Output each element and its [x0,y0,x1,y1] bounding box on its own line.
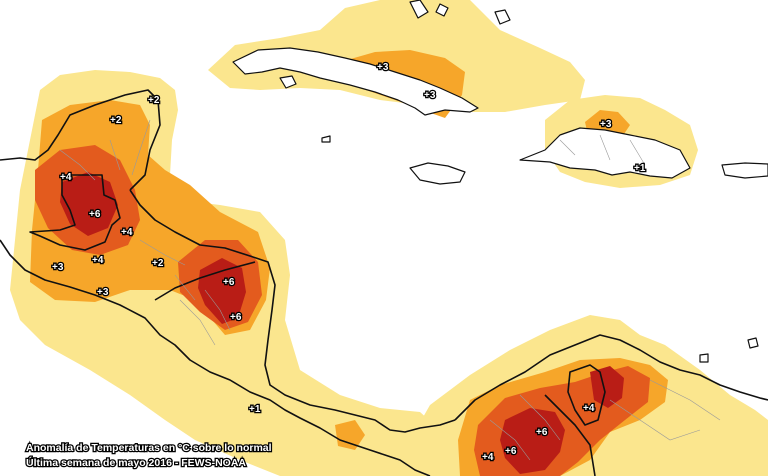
bahamas-islands [409,0,511,25]
admin-boundaries [59,119,721,461]
guatemala-border [29,174,121,251]
label-belize-north: +2 [148,95,160,106]
central-america-pacific-coast [0,239,431,476]
colombia-venezuela-border [544,394,596,476]
zone-plus2-costa-rica [335,420,365,450]
lesser-antilles [699,337,759,363]
label-colombia-west: +4 [482,452,494,463]
label-yucatan: +2 [110,115,122,126]
label-colombia-center: +6 [505,446,517,457]
honduras-nicaragua-border [154,261,256,301]
label-tabasco: +4 [60,172,72,183]
label-costa-rica: +1 [249,404,261,415]
label-honduras-east: +6 [223,277,235,288]
label-guatemala-peten: +6 [89,209,101,220]
map-caption: Anomalía de Temperaturas en °C sobre lo … [25,441,273,471]
label-honduras-west: +2 [152,258,164,269]
mexico-yucatan-coast [0,89,161,191]
cayman-islands [321,135,331,143]
zone-plus6-venezuela [590,366,624,408]
label-hispaniola-south: +1 [634,163,646,174]
coastlines [0,89,768,476]
jamaica-island [409,162,466,185]
label-el-salvador: +3 [97,287,109,298]
label-guatemala-west: +4 [92,255,104,266]
central-america-caribbean-coast [129,189,456,433]
label-chiapas: +3 [52,262,64,273]
label-cuba-west: +3 [377,62,389,73]
label-cuba-east: +3 [424,90,436,101]
islands [232,0,768,363]
admin-lines-hispaniola [559,134,646,166]
caption-line-1: Anomalía de Temperaturas en °C sobre lo … [26,442,272,454]
hispaniola-island [519,127,691,179]
south-america-coast [454,334,768,421]
caption-line-2: Última semana de mayo 2016 - FEWS-NOAA [26,456,246,469]
label-hispaniola-north: +3 [600,119,612,130]
admin-lines-south-america [489,379,721,461]
label-guatemala-east: +4 [121,227,133,238]
label-venezuela-west: +4 [583,403,595,414]
isla-juventud [279,75,297,89]
admin-lines-honduras [139,239,231,346]
anomaly-labels: +2 +2 +4 +6 +4 +4 +3 +2 +3 +6 +6 +1 +3 +… [51,61,647,465]
admin-lines-mexico [59,119,151,181]
label-colombia-north: +6 [536,427,548,438]
label-nicaragua: +6 [230,312,242,323]
cuba-island [232,47,479,116]
venezuela-lake-border [567,364,606,426]
puerto-rico-island [721,162,768,179]
